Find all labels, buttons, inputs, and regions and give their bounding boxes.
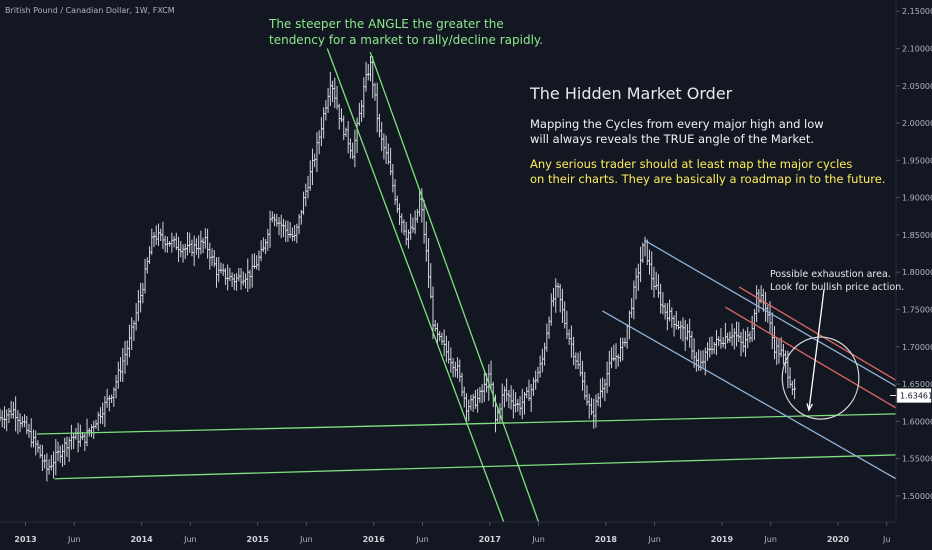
price-tick-label: 2.10000 bbox=[902, 44, 932, 53]
symbol-title: British Pound / Canadian Dollar, 1W, FXC… bbox=[5, 6, 175, 15]
time-tick-label: Jun bbox=[763, 535, 777, 544]
time-tick-label: Jun bbox=[67, 535, 81, 544]
green-trend-line bbox=[37, 413, 897, 435]
price-tick-label: 1.75000 bbox=[902, 305, 932, 314]
angle-note-line-2: tendency for a market to rally/decline r… bbox=[269, 33, 543, 47]
price-tick-label: 1.60000 bbox=[902, 417, 932, 426]
exhaustion-note-line-2: Look for bullish price action. bbox=[770, 282, 904, 293]
time-tick-label: Ju bbox=[882, 535, 890, 544]
price-tick-label: 1.95000 bbox=[902, 156, 932, 165]
time-tick-label: 2015 bbox=[247, 535, 270, 544]
annotation-shapes bbox=[781, 289, 860, 420]
time-tick-label: 2020 bbox=[827, 535, 850, 544]
red-trend-line bbox=[725, 306, 897, 409]
angle-note-line-1: The steeper the ANGLE the greater the bbox=[268, 17, 504, 31]
time-tick-label: Jun bbox=[531, 535, 545, 544]
green-trend-line bbox=[54, 454, 897, 480]
price-tick-label: 1.50000 bbox=[902, 492, 932, 501]
blue-trend-line bbox=[602, 310, 897, 480]
price-axis[interactable]: 2.15000 2.10000 2.05000 2.00000 1.95000 1.900… bbox=[890, 0, 932, 522]
price-tick-label: 2.00000 bbox=[902, 119, 932, 128]
cycles-note-line-1: Mapping the Cycles from every major high… bbox=[530, 117, 824, 131]
price-tick-label: 2.15000 bbox=[902, 7, 932, 16]
price-tick-label: 2.05000 bbox=[902, 82, 932, 91]
green-trend-line bbox=[369, 51, 540, 523]
trader-note-line-1: Any serious trader should at least map t… bbox=[530, 157, 852, 171]
time-tick-label: Jun bbox=[299, 535, 313, 544]
price-tick-label: 1.90000 bbox=[902, 194, 932, 203]
time-tick-label: 2016 bbox=[363, 535, 386, 544]
trader-note-line-2: on their charts. They are basically a ro… bbox=[530, 172, 885, 186]
price-bars bbox=[0, 56, 797, 482]
trend-lines bbox=[37, 48, 897, 523]
price-tick-label: 1.65000 bbox=[902, 380, 932, 389]
time-tick-label: Jun bbox=[415, 535, 429, 544]
cycles-note-line-2: will always reveals the TRUE angle of th… bbox=[530, 132, 814, 146]
price-tick-label: 1.80000 bbox=[902, 268, 932, 277]
time-tick-label: Jun bbox=[183, 535, 197, 544]
time-tick-label: Jun bbox=[647, 535, 661, 544]
price-tick-label: 1.70000 bbox=[902, 343, 932, 352]
headline-text: The Hidden Market Order bbox=[529, 84, 733, 103]
exhaustion-ellipse bbox=[781, 336, 860, 420]
time-tick-label: 2017 bbox=[479, 535, 501, 544]
time-tick-label: 2014 bbox=[130, 535, 153, 544]
current-price-label: 1.63461 bbox=[900, 392, 932, 401]
time-tick-label: 2018 bbox=[595, 535, 618, 544]
price-tick-label: 1.85000 bbox=[902, 231, 932, 240]
exhaustion-note-line-1: Possible exhaustion area. bbox=[770, 269, 891, 280]
arrow-head bbox=[806, 403, 814, 412]
red-trend-line bbox=[738, 286, 897, 381]
time-tick-label: 2013 bbox=[14, 535, 36, 544]
time-axis[interactable]: 2013 Jun 2014 Jun 2015 Jun 2016 Jun 2017 Jun 2018 J… bbox=[0, 521, 896, 544]
price-tick-label: 1.55000 bbox=[902, 455, 932, 464]
green-trend-line bbox=[326, 48, 505, 523]
blue-trend-line bbox=[643, 239, 897, 387]
arrow-shaft bbox=[808, 289, 825, 411]
current-price-badge bbox=[896, 388, 932, 403]
time-tick-label: 2019 bbox=[711, 535, 734, 544]
